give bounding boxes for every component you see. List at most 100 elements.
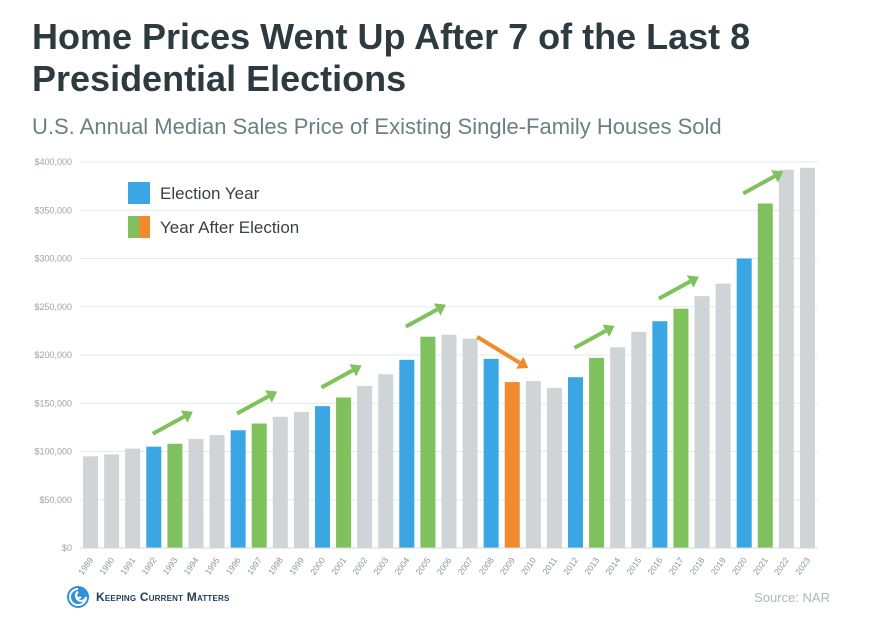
bar xyxy=(673,308,689,548)
x-tick-label: 2022 xyxy=(772,555,791,576)
x-tick-label: 2019 xyxy=(709,555,728,576)
bar xyxy=(167,443,183,548)
x-tick-label: 2001 xyxy=(329,555,348,576)
x-tick-label: 2000 xyxy=(308,555,327,576)
bar xyxy=(736,258,752,548)
bar xyxy=(462,338,478,548)
y-tick-label: $400,000 xyxy=(34,157,72,167)
x-tick-label: 1994 xyxy=(182,555,201,576)
x-tick-label: 2013 xyxy=(582,555,601,576)
x-tick-label: 2012 xyxy=(561,555,580,576)
source-note: Source: NAR xyxy=(754,590,830,605)
x-tick-label: 1999 xyxy=(287,555,306,576)
chart-subtitle: U.S. Annual Median Sales Price of Existi… xyxy=(32,114,722,139)
x-tick-label: 2023 xyxy=(793,555,812,576)
bar xyxy=(83,456,99,548)
bar xyxy=(631,331,647,548)
legend-swatch xyxy=(128,216,139,238)
logo: Keeping Current Matters xyxy=(66,585,230,609)
bar xyxy=(715,283,731,548)
trend-arrowhead xyxy=(771,170,784,183)
bar xyxy=(336,397,352,548)
bar xyxy=(525,381,541,548)
x-tick-label: 2021 xyxy=(751,555,770,576)
x-tick-label: 2007 xyxy=(456,555,475,576)
trend-arrow xyxy=(476,335,521,365)
bar xyxy=(357,385,373,548)
logo-text: Keeping Current Matters xyxy=(96,590,230,604)
y-tick-label: $100,000 xyxy=(34,447,72,457)
bar xyxy=(546,387,562,548)
x-tick-label: 2014 xyxy=(603,555,622,576)
trend-arrow xyxy=(657,279,692,301)
x-tick-label: 1989 xyxy=(76,555,95,576)
legend-label: Year After Election xyxy=(160,218,299,237)
x-tick-label: 1997 xyxy=(245,555,264,576)
bar xyxy=(568,377,584,548)
trend-arrow xyxy=(151,414,186,436)
legend-label: Election Year xyxy=(160,184,260,203)
bar xyxy=(104,454,120,548)
bar xyxy=(610,347,626,548)
x-tick-label: 1993 xyxy=(160,555,179,576)
trend-arrowhead xyxy=(265,390,278,403)
trend-arrowhead xyxy=(180,410,193,423)
bar xyxy=(125,448,141,548)
legend-swatch xyxy=(128,182,150,204)
bar xyxy=(589,357,605,548)
bar xyxy=(188,438,204,548)
y-tick-label: $50,000 xyxy=(39,495,72,505)
x-tick-label: 2009 xyxy=(498,555,517,576)
x-tick-label: 2015 xyxy=(624,555,643,576)
x-tick-label: 1995 xyxy=(203,555,222,576)
trend-arrowhead xyxy=(516,356,529,369)
bar xyxy=(420,336,436,548)
trend-arrow xyxy=(236,394,270,416)
x-tick-label: 2008 xyxy=(477,555,496,576)
x-tick-label: 1998 xyxy=(266,555,285,576)
x-tick-label: 2016 xyxy=(645,555,664,576)
bar xyxy=(230,430,246,548)
x-tick-label: 2011 xyxy=(540,555,559,576)
x-tick-label: 2005 xyxy=(414,555,433,576)
x-tick-label: 2020 xyxy=(730,555,749,576)
trend-arrowhead xyxy=(686,275,699,288)
x-tick-label: 2002 xyxy=(350,555,369,576)
bar xyxy=(314,406,330,548)
x-tick-label: 1991 xyxy=(118,555,137,576)
bar xyxy=(272,416,288,548)
trend-arrowhead xyxy=(602,324,615,337)
x-tick-label: 2004 xyxy=(392,555,411,576)
trend-arrow xyxy=(573,328,607,350)
trend-arrow xyxy=(742,174,776,196)
logo-swirl-icon xyxy=(67,586,89,608)
trend-arrowhead xyxy=(349,364,362,377)
x-tick-label: 2010 xyxy=(519,555,538,576)
x-tick-label: 2017 xyxy=(667,555,686,576)
trend-arrow xyxy=(404,307,439,329)
bar xyxy=(399,359,415,548)
legend-swatch xyxy=(139,216,150,238)
trend-arrow xyxy=(320,368,354,390)
bar xyxy=(757,203,773,548)
x-tick-label: 2003 xyxy=(371,555,390,576)
bar xyxy=(378,374,394,548)
bar xyxy=(251,423,267,548)
y-tick-label: $350,000 xyxy=(34,205,72,215)
y-tick-label: $200,000 xyxy=(34,350,72,360)
chart-title: Home Prices Went Up After 7 of the Last … xyxy=(32,16,751,99)
y-tick-label: $150,000 xyxy=(34,398,72,408)
bar xyxy=(209,435,225,548)
x-tick-label: 1992 xyxy=(139,555,158,576)
x-tick-label: 2018 xyxy=(688,555,707,576)
bar xyxy=(652,321,668,548)
y-tick-label: $300,000 xyxy=(34,254,72,264)
x-tick-label: 2006 xyxy=(435,555,454,576)
bar xyxy=(483,358,499,548)
x-tick-label: 1996 xyxy=(224,555,243,576)
trend-arrowhead xyxy=(433,303,446,316)
bar xyxy=(293,411,309,548)
bar xyxy=(504,382,520,548)
x-tick-label: 1990 xyxy=(97,555,116,576)
